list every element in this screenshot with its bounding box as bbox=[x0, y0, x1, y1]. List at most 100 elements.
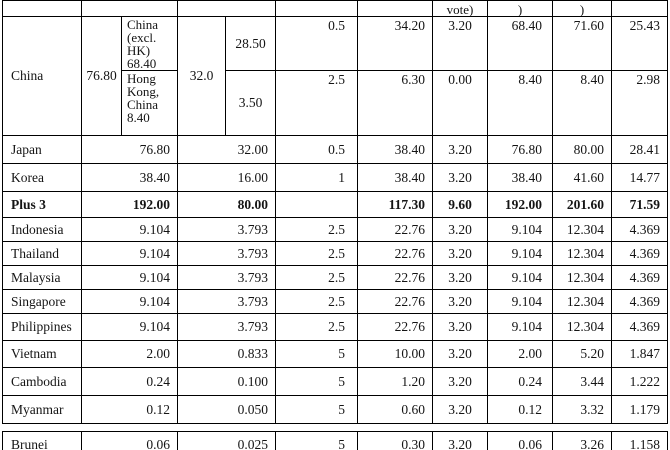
cell-china-total: 76.80 bbox=[81, 16, 122, 136]
cell-japan-c8: 3.20 bbox=[432, 135, 488, 164]
cell-japan-c23: 76.80 bbox=[81, 135, 178, 164]
cell-myanmar-c11: 1.179 bbox=[611, 395, 668, 424]
cell-vietnam-c6: 5 bbox=[275, 340, 358, 368]
cell-thailand-c45: 3.793 bbox=[177, 241, 276, 266]
cell-cambodia-c7: 1.20 bbox=[357, 367, 433, 396]
cell-vietnam-c11: 1.847 bbox=[611, 340, 668, 368]
cell-singapore-c9: 9.104 bbox=[487, 289, 553, 314]
cell-singapore-c23: 9.104 bbox=[81, 289, 178, 314]
cell-korea-c10: 41.60 bbox=[552, 163, 612, 192]
cell-indonesia-c45: 3.793 bbox=[177, 217, 276, 242]
cell-brunei-c10: 3.26 bbox=[552, 431, 612, 450]
cell-myanmar-c8: 3.20 bbox=[432, 395, 488, 424]
cell-thailand-c6: 2.5 bbox=[275, 241, 358, 266]
cell-brunei-c23: 0.06 bbox=[81, 431, 178, 450]
cell-china-excl-hk-votes: 28.50 bbox=[225, 16, 276, 71]
cell-singapore-c45: 3.793 bbox=[177, 289, 276, 314]
cell-brunei-country: Brunei bbox=[2, 431, 82, 450]
header-cell-votes bbox=[177, 0, 276, 17]
cell-brunei-c9: 0.06 bbox=[487, 431, 553, 450]
cell-thailand-c10: 12.304 bbox=[552, 241, 612, 266]
cell-singapore-c10: 12.304 bbox=[552, 289, 612, 314]
cell-philippines-c10: 12.304 bbox=[552, 313, 612, 341]
cell-myanmar-c9: 0.12 bbox=[487, 395, 553, 424]
cell-cambodia-country: Cambodia bbox=[2, 367, 82, 396]
cell-cambodia-c45: 0.100 bbox=[177, 367, 276, 396]
cell-cambodia-c10: 3.44 bbox=[552, 367, 612, 396]
cell-malaysia-c23: 9.104 bbox=[81, 265, 178, 290]
cell-myanmar-c45: 0.050 bbox=[177, 395, 276, 424]
cell-hong-kong-c7: 6.30 bbox=[357, 70, 433, 136]
cell-myanmar-country: Myanmar bbox=[2, 395, 82, 424]
cell-philippines-c45: 3.793 bbox=[177, 313, 276, 341]
cell-brunei-c11: 1.158 bbox=[611, 431, 668, 450]
cell-cambodia-c9: 0.24 bbox=[487, 367, 553, 396]
cell-malaysia-c6: 2.5 bbox=[275, 265, 358, 290]
cell-vietnam-c23: 2.00 bbox=[81, 340, 178, 368]
cell-thailand-c7: 22.76 bbox=[357, 241, 433, 266]
cell-japan-c6: 0.5 bbox=[275, 135, 358, 164]
table-row-cambodia: Cambodia 0.24 0.100 5 1.20 3.20 0.24 3.44 1.222 bbox=[2, 367, 668, 396]
cell-china-excl-hk-c9: 68.40 bbox=[487, 16, 553, 71]
cell-japan-c10: 80.00 bbox=[552, 135, 612, 164]
table-row-singapore: Singapore 9.104 3.793 2.5 22.76 3.20 9.104 12.3… bbox=[2, 289, 668, 314]
cell-korea-c8: 3.20 bbox=[432, 163, 488, 192]
table-row-vietnam: Vietnam 2.00 0.833 5 10.00 3.20 2.00 5.20 1.847 bbox=[2, 340, 668, 368]
table-row-hong-kong: Hong Kong, China 8.40 3.50 2.5 6.30 0.00… bbox=[3, 70, 668, 136]
cell-korea-c6: 1 bbox=[275, 163, 358, 192]
cell-japan-c9: 76.80 bbox=[487, 135, 553, 164]
brunei-table: Brunei 0.06 0.025 5 0.30 3.20 0.06 3.26 1.158 bbox=[2, 431, 668, 450]
cell-china-excl-hk-label: China (excl. HK) 68.40 bbox=[121, 16, 178, 71]
header-cell-c7 bbox=[357, 0, 433, 17]
header-row: vote) ) ) bbox=[2, 0, 668, 17]
cell-vietnam-c9: 2.00 bbox=[487, 340, 553, 368]
cell-plus-3-c45: 80.00 bbox=[177, 191, 276, 218]
cell-thailand-c23: 9.104 bbox=[81, 241, 178, 266]
table-row-myanmar: Myanmar 0.12 0.050 5 0.60 3.20 0.12 3.32 1.179 bbox=[2, 395, 668, 424]
table-row-brunei: Brunei 0.06 0.025 5 0.30 3.20 0.06 3.26 1.158 bbox=[2, 431, 668, 450]
cell-hong-kong-c6: 2.5 bbox=[275, 70, 358, 136]
header-cell-country bbox=[2, 0, 82, 17]
cell-hong-kong-c11: 2.98 bbox=[611, 70, 668, 136]
cell-hong-kong-label: Hong Kong, China 8.40 bbox=[121, 70, 178, 136]
cell-philippines-c7: 22.76 bbox=[357, 313, 433, 341]
cell-vietnam-c45: 0.833 bbox=[177, 340, 276, 368]
cell-korea-c9: 38.40 bbox=[487, 163, 553, 192]
cell-cambodia-c11: 1.222 bbox=[611, 367, 668, 396]
header-cell-contribution bbox=[81, 0, 178, 17]
cmim-contribution-table: vote) ) ) China 76.80 China (excl. HK) 6… bbox=[2, 0, 668, 424]
brunei-row-body: Brunei 0.06 0.025 5 0.30 3.20 0.06 3.26 1.158 bbox=[2, 431, 668, 450]
header-cell-c11 bbox=[611, 0, 668, 17]
cell-china-excl-hk-c10: 71.60 bbox=[552, 16, 612, 71]
cell-japan-c7: 38.40 bbox=[357, 135, 433, 164]
table-row-china-excl-hk: China 76.80 China (excl. HK) 68.40 32.0 … bbox=[2, 16, 668, 136]
cell-philippines-country: Philippines bbox=[2, 313, 82, 341]
cell-malaysia-c10: 12.304 bbox=[552, 265, 612, 290]
cell-plus-3-c9: 192.00 bbox=[487, 191, 553, 218]
cell-plus-3-c6 bbox=[275, 191, 358, 218]
cell-plus-3-c23: 192.00 bbox=[81, 191, 178, 218]
cell-brunei-c8: 3.20 bbox=[432, 431, 488, 450]
header-cell-vote-fragment: vote) bbox=[432, 0, 488, 17]
cell-hong-kong-c9: 8.40 bbox=[487, 70, 553, 136]
cell-china-excl-hk-c6: 0.5 bbox=[275, 16, 358, 71]
cell-korea-c7: 38.40 bbox=[357, 163, 433, 192]
cell-philippines-c8: 3.20 bbox=[432, 313, 488, 341]
cell-indonesia-c8: 3.20 bbox=[432, 217, 488, 242]
cell-indonesia-c7: 22.76 bbox=[357, 217, 433, 242]
cell-malaysia-c9: 9.104 bbox=[487, 265, 553, 290]
cell-vietnam-c7: 10.00 bbox=[357, 340, 433, 368]
cell-china-excl-hk-c11: 25.43 bbox=[611, 16, 668, 71]
cell-plus-3-c7: 117.30 bbox=[357, 191, 433, 218]
cell-cambodia-c23: 0.24 bbox=[81, 367, 178, 396]
cell-plus-3-c11: 71.59 bbox=[611, 191, 668, 218]
cell-thailand-c11: 4.369 bbox=[611, 241, 668, 266]
cell-singapore-c6: 2.5 bbox=[275, 289, 358, 314]
cell-singapore-country: Singapore bbox=[2, 289, 82, 314]
cell-indonesia-c9: 9.104 bbox=[487, 217, 553, 242]
table-row-thailand: Thailand 9.104 3.793 2.5 22.76 3.20 9.104 12.30… bbox=[2, 241, 668, 266]
cell-myanmar-c23: 0.12 bbox=[81, 395, 178, 424]
cell-china-excl-hk-c8: 3.20 bbox=[432, 16, 488, 71]
country-rows: Japan 76.80 32.00 0.5 38.40 3.20 76.80 80.00 28.… bbox=[2, 135, 668, 424]
cell-brunei-c7: 0.30 bbox=[357, 431, 433, 450]
